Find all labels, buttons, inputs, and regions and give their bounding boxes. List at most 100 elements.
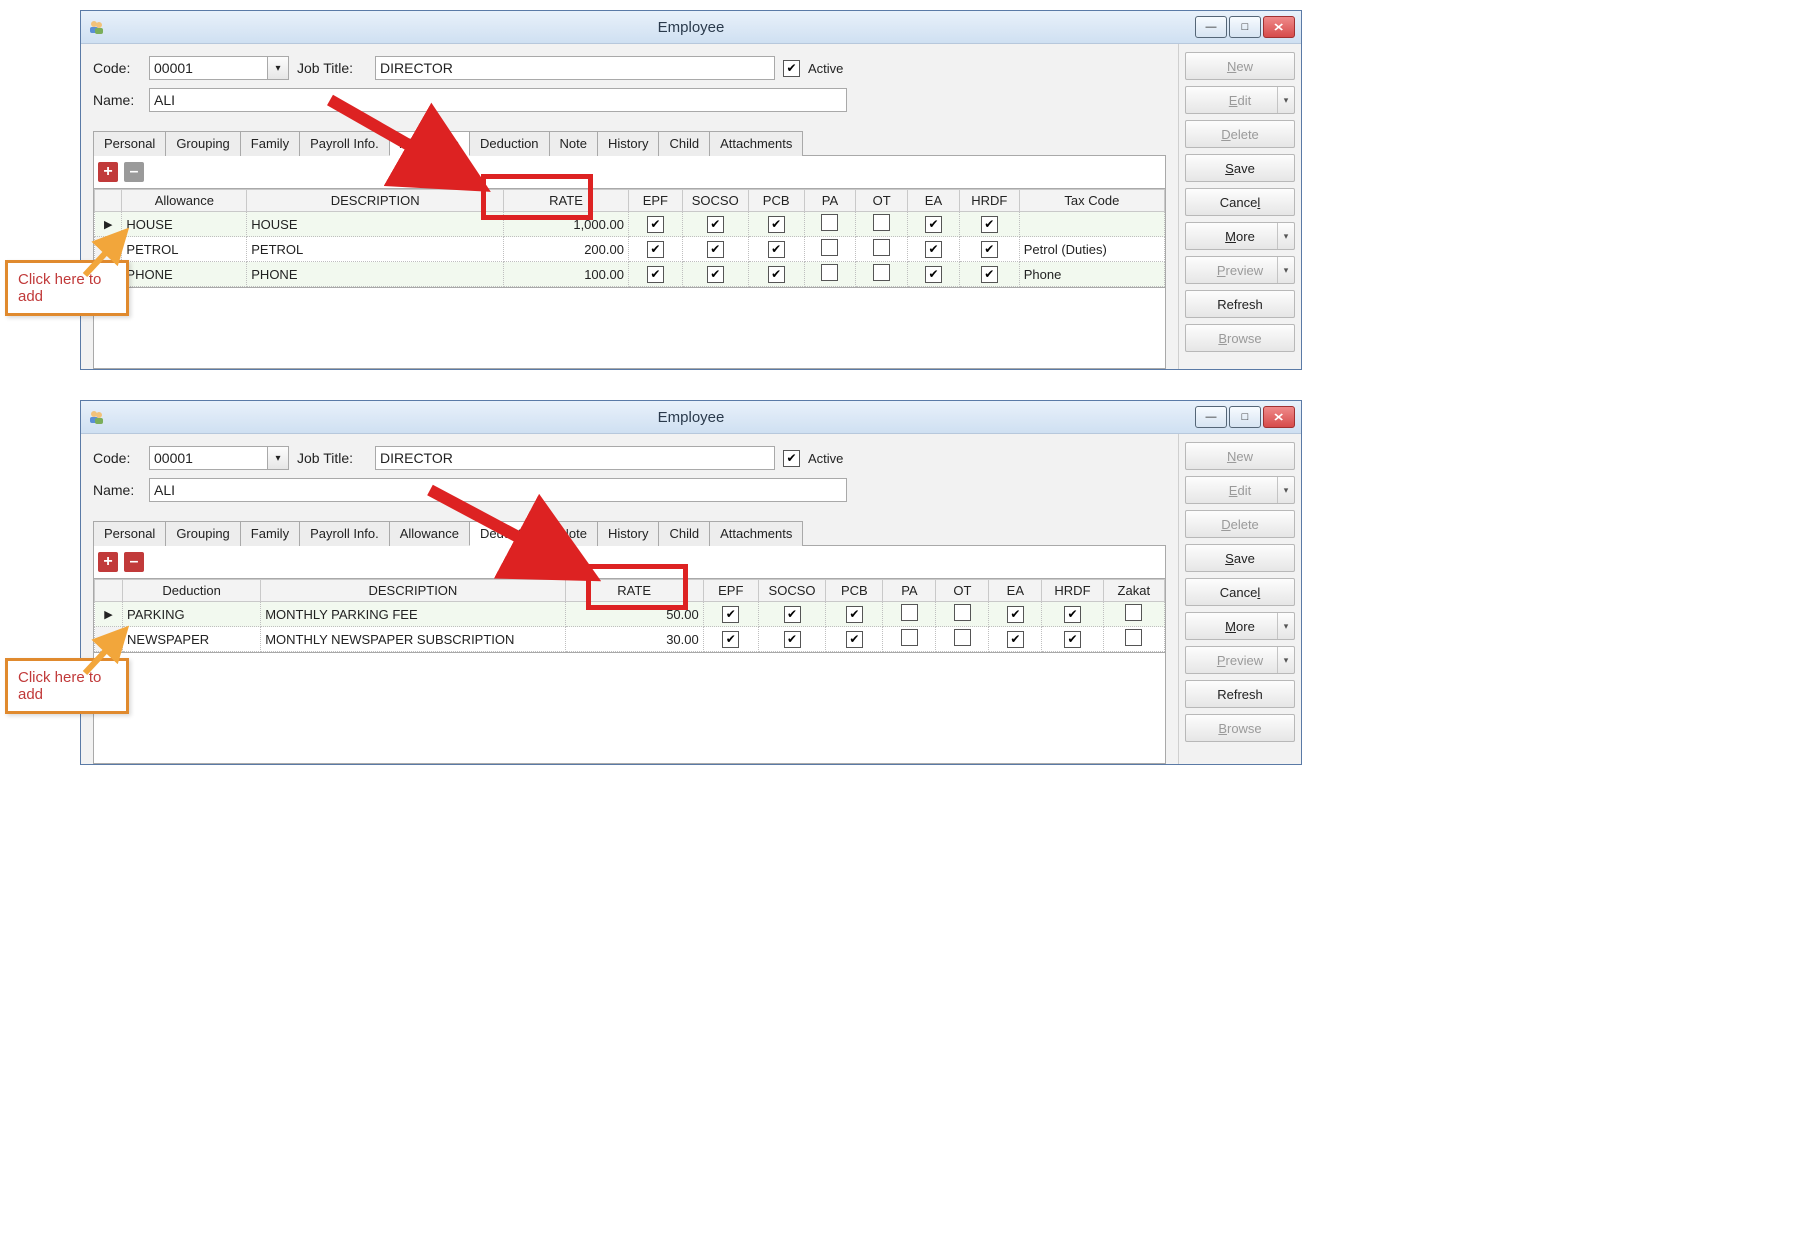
preview-button[interactable]: Preview▾ [1185,646,1295,674]
col-ea[interactable]: EA [989,580,1042,602]
cell-description[interactable]: MONTHLY PARKING FEE [261,602,565,627]
cell-checkbox[interactable]: ✔ [748,212,804,237]
col-pcb[interactable]: PCB [826,580,883,602]
col-allowance[interactable]: Allowance [122,190,247,212]
cell-checkbox[interactable]: ✔ [959,237,1019,262]
cell-checkbox[interactable]: ✔ [682,262,748,287]
cell-taxcode[interactable] [1019,212,1164,237]
preview-dropdown-icon[interactable]: ▾ [1277,257,1294,283]
tab-family[interactable]: Family [240,521,300,546]
cell-checkbox[interactable]: ✔ [826,602,883,627]
cell-checkbox[interactable] [1103,602,1164,627]
save-button[interactable]: Save [1185,544,1295,572]
browse-button[interactable]: Browse [1185,714,1295,742]
col-hrdf[interactable]: HRDF [959,190,1019,212]
tab-family[interactable]: Family [240,131,300,156]
cell-description[interactable]: PETROL [247,237,504,262]
cell-checkbox[interactable]: ✔ [1042,602,1103,627]
col-socso[interactable]: SOCSO [682,190,748,212]
cell-rate[interactable]: 50.00 [565,602,703,627]
active-checkbox[interactable]: ✔ [783,60,800,77]
cell-checkbox[interactable]: ✔ [628,262,682,287]
col-socso[interactable]: SOCSO [758,580,826,602]
more-button[interactable]: More▾ [1185,612,1295,640]
cell-checkbox[interactable] [1103,627,1164,652]
tab-deduction[interactable]: Deduction [469,131,550,156]
cell-allowance[interactable]: PHONE [122,262,247,287]
cell-checkbox[interactable]: ✔ [908,212,960,237]
more-dropdown-icon[interactable]: ▾ [1277,613,1294,639]
cell-checkbox[interactable]: ✔ [748,237,804,262]
row-selector[interactable] [95,627,123,652]
minimize-button[interactable]: — [1195,406,1227,428]
tab-personal[interactable]: Personal [93,521,166,546]
tab-child[interactable]: Child [658,521,710,546]
preview-button[interactable]: Preview▾ [1185,256,1295,284]
tab-deduction[interactable]: Deduction [469,521,550,546]
col-pcb[interactable]: PCB [748,190,804,212]
col-pa[interactable]: PA [804,190,856,212]
cell-checkbox[interactable]: ✔ [758,627,826,652]
tab-payroll-info-[interactable]: Payroll Info. [299,521,390,546]
cell-checkbox[interactable]: ✔ [758,602,826,627]
tab-personal[interactable]: Personal [93,131,166,156]
cell-checkbox[interactable] [936,602,989,627]
cell-checkbox[interactable]: ✔ [959,262,1019,287]
cell-rate[interactable]: 1,000.00 [504,212,629,237]
new-button[interactable]: New [1185,52,1295,80]
cell-description[interactable]: MONTHLY NEWSPAPER SUBSCRIPTION [261,627,565,652]
jobtitle-input[interactable]: DIRECTOR [375,56,775,80]
maximize-button[interactable]: □ [1229,16,1261,38]
name-input[interactable]: ALI [149,88,847,112]
tab-attachments[interactable]: Attachments [709,521,803,546]
browse-button[interactable]: Browse [1185,324,1295,352]
col-deduction[interactable]: Deduction [123,580,261,602]
cell-deduction[interactable]: NEWSPAPER [123,627,261,652]
col-description[interactable]: DESCRIPTION [247,190,504,212]
cell-checkbox[interactable]: ✔ [628,237,682,262]
tab-note[interactable]: Note [549,131,598,156]
edit-button[interactable]: Edit▾ [1185,476,1295,504]
cell-checkbox[interactable] [804,262,856,287]
cell-checkbox[interactable]: ✔ [826,627,883,652]
col-rate[interactable]: RATE [565,580,703,602]
cell-checkbox[interactable] [804,237,856,262]
cell-checkbox[interactable]: ✔ [1042,627,1103,652]
code-input[interactable]: 00001 ▾ [149,446,289,470]
new-button[interactable]: New [1185,442,1295,470]
col-rate[interactable]: RATE [504,190,629,212]
table-row[interactable]: NEWSPAPERMONTHLY NEWSPAPER SUBSCRIPTION3… [95,627,1165,652]
cell-rate[interactable]: 30.00 [565,627,703,652]
cell-checkbox[interactable]: ✔ [703,602,758,627]
cell-checkbox[interactable]: ✔ [748,262,804,287]
cell-checkbox[interactable]: ✔ [959,212,1019,237]
edit-dropdown-icon[interactable]: ▾ [1277,87,1294,113]
active-checkbox[interactable]: ✔ [783,450,800,467]
remove-row-button[interactable]: – [124,552,144,572]
cell-checkbox[interactable]: ✔ [989,627,1042,652]
cell-taxcode[interactable]: Phone [1019,262,1164,287]
col-description[interactable]: DESCRIPTION [261,580,565,602]
tab-allowance[interactable]: Allowance [389,131,470,156]
cancel-button[interactable]: Cancel [1185,188,1295,216]
cell-deduction[interactable]: PARKING [123,602,261,627]
edit-dropdown-icon[interactable]: ▾ [1277,477,1294,503]
tab-grouping[interactable]: Grouping [165,131,240,156]
cell-checkbox[interactable]: ✔ [682,212,748,237]
col-epf[interactable]: EPF [703,580,758,602]
refresh-button[interactable]: Refresh [1185,680,1295,708]
col-epf[interactable]: EPF [628,190,682,212]
col-hrdf[interactable]: HRDF [1042,580,1103,602]
cell-checkbox[interactable] [883,602,936,627]
col-ot[interactable]: OT [936,580,989,602]
code-input[interactable]: 00001 ▾ [149,56,289,80]
add-row-button[interactable]: + [98,162,118,182]
table-row[interactable]: PETROLPETROL200.00✔✔✔✔✔Petrol (Duties) [95,237,1165,262]
col-zakat[interactable]: Zakat [1103,580,1164,602]
cell-checkbox[interactable]: ✔ [908,262,960,287]
col-tax-code[interactable]: Tax Code [1019,190,1164,212]
cell-checkbox[interactable] [804,212,856,237]
col-pa[interactable]: PA [883,580,936,602]
row-selector[interactable]: ▶ [95,602,123,627]
table-row[interactable]: PHONEPHONE100.00✔✔✔✔✔Phone [95,262,1165,287]
